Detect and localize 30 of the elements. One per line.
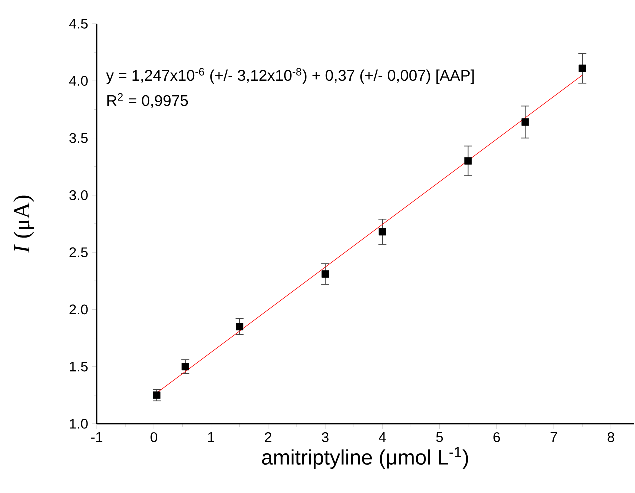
point <box>464 157 472 165</box>
y-tick-label: 4.0 <box>69 76 88 86</box>
annotation: y = 1,247x10$^{-6}$ (+/- 3,12x10$^{-8}$) + 0,37 (+/- 0,007) [AAP] <box>106 68 474 84</box>
x-tick-label: -1 <box>91 432 103 442</box>
y-tick-label: 3.0 <box>70 190 88 200</box>
point <box>522 118 530 126</box>
y-tick-label: 1.0 <box>70 419 88 429</box>
x-axis-title: amitriptyline (μmol L$^{-1}$) <box>262 447 468 470</box>
point <box>578 64 586 72</box>
x-tick-label: 4 <box>379 432 386 442</box>
x-tick-label: 6 <box>494 432 500 442</box>
point <box>236 323 244 331</box>
annotation: R$^{2}$ = 0,9975 <box>108 93 188 108</box>
y-tick-label: 2.0 <box>70 304 88 315</box>
y-axis-title: I (μA) <box>14 196 34 254</box>
point <box>182 363 190 371</box>
x-tick-label: 0 <box>150 432 158 442</box>
y-tick-label: 4.5 <box>69 19 88 29</box>
x-tick-label: 1 <box>208 432 214 442</box>
y-tick-label: 2.5 <box>70 248 88 258</box>
y-tick-label: 1.5 <box>70 362 88 372</box>
y-tick-label: 3.5 <box>70 133 88 144</box>
x-tick-label: 7 <box>550 432 558 442</box>
point <box>153 392 161 400</box>
x-tick-label: 8 <box>608 432 614 442</box>
x-tick-label: 2 <box>265 432 272 442</box>
point <box>378 228 386 236</box>
x-tick-label: 5 <box>436 432 444 442</box>
x-tick-label: 3 <box>322 432 329 442</box>
point <box>322 270 330 278</box>
